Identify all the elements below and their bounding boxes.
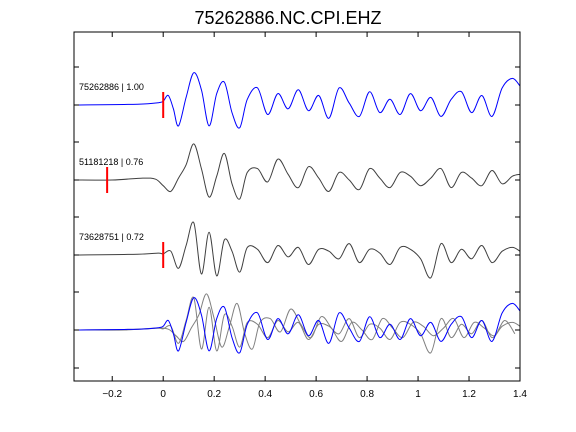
x-tick-label-2: 0.2 [207,389,221,400]
x-tick-label-6: 1 [415,389,421,400]
trace-label-2: 51181218 | 0.76 [79,157,143,167]
x-tick-label-0: −0.2 [102,389,122,400]
trace-label-3: 73628751 | 0.72 [79,232,144,242]
x-tick-label-8: 1.4 [513,389,527,400]
x-tick-label-5: 0.8 [360,389,374,400]
y-ticks-layer [74,66,520,369]
trace-labels-layer: 75262886 | 1.00 51181218 | 0.76 73628751 |… [79,82,144,242]
overlay-trace-reference [73,297,521,354]
x-ticks-layer: −0.2 0 0.2 0.4 0.6 0.8 1 1.2 1.4 [102,32,527,400]
x-tick-label-7: 1.2 [462,389,476,400]
trace-line-2 [73,143,521,200]
x-tick-label-3: 0.4 [258,389,272,400]
x-tick-label-1: 0 [160,389,166,400]
x-tick-label-4: 0.6 [309,389,323,400]
pick-markers-layer [106,92,165,268]
trace-line-1 [73,72,521,129]
plot-frame [73,31,521,382]
trace-line-3 [73,221,521,279]
chart-title: 75262886.NC.CPI.EHZ [194,8,381,28]
traces-layer [73,72,521,354]
overlay-trace-other-1 [73,296,521,354]
trace-label-1: 75262886 | 1.00 [79,82,144,92]
